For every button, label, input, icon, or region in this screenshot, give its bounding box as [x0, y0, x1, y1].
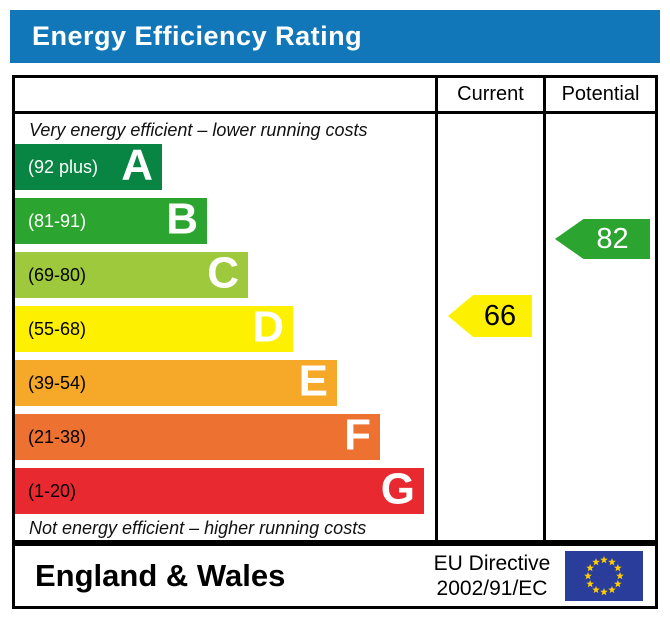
rating-bands: (92 plus) A (81-91) B (69-80) C (55-68) D (39-54… [15, 140, 435, 522]
current-rating-value: 66 [483, 299, 517, 332]
table-header-row [15, 78, 655, 114]
potential-rating-arrow: 82 [555, 219, 650, 259]
band-C: (69-80) C [15, 248, 248, 298]
column-divider [435, 78, 438, 540]
band-range-label: (81-91) [28, 210, 87, 231]
column-divider [543, 78, 546, 540]
region-label: England & Wales [35, 558, 286, 593]
band-range-label: (92 plus) [28, 156, 99, 177]
eu-flag-icon [565, 551, 643, 601]
band-F: (21-38) F [15, 410, 380, 460]
current-rating-arrow: 66 [448, 295, 532, 337]
band-B: (81-91) B [15, 194, 207, 244]
eu-directive-line1: EU Directive [433, 552, 551, 575]
band-letter: E [298, 356, 328, 406]
band-letter: G [380, 464, 415, 514]
page-title: Energy Efficiency Rating [32, 21, 363, 51]
band-range-label: (21-38) [28, 426, 87, 447]
band-D: (55-68) D [15, 302, 293, 352]
rating-table: Current Potential Very energy efficient … [12, 75, 658, 543]
band-E: (39-54) E [15, 356, 337, 406]
potential-rating-value: 82 [596, 222, 629, 255]
top-caption: Very energy efficient – lower running co… [29, 120, 368, 140]
bottom-caption: Not energy efficient – higher running co… [29, 518, 367, 538]
band-letter: F [344, 410, 371, 460]
eu-directive-line2: 2002/91/EC [436, 577, 548, 600]
footer: England & Wales EU Directive 2002/91/EC [12, 543, 658, 609]
band-range-label: (69-80) [28, 264, 87, 285]
band-letter: C [207, 248, 239, 298]
band-range-label: (39-54) [28, 372, 87, 393]
current-column-header: Current [457, 83, 524, 105]
band-A: (92 plus) A [15, 140, 162, 190]
eu-directive-label: EU Directive 2002/91/EC [423, 551, 561, 601]
band-G: (1-20) G [15, 464, 424, 514]
band-range-label: (55-68) [28, 318, 87, 339]
band-letter: D [252, 302, 284, 352]
potential-column-header: Potential [561, 83, 640, 105]
title-bar: Energy Efficiency Rating [10, 10, 660, 63]
band-range-label: (1-20) [28, 480, 77, 501]
band-letter: B [166, 194, 198, 244]
band-letter: A [121, 140, 153, 190]
